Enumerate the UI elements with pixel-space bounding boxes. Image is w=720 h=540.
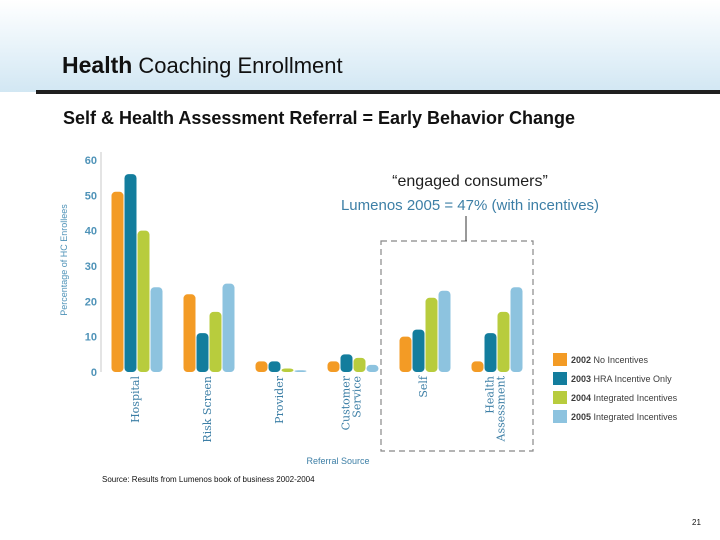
bar-2003-provider bbox=[268, 361, 281, 372]
y-tick-label: 30 bbox=[85, 261, 97, 273]
x-axis-label: Referral Source bbox=[306, 456, 369, 466]
bar-2004-health-assessment bbox=[497, 311, 510, 372]
bar-2003-hospital bbox=[124, 174, 137, 372]
title-divider bbox=[36, 90, 720, 94]
bar-2003-risk-screen bbox=[196, 333, 209, 372]
x-tick-label: Risk Screen bbox=[201, 376, 214, 443]
y-tick-label: 10 bbox=[85, 332, 97, 344]
legend-swatch-2003 bbox=[553, 372, 567, 385]
y-axis-label: Percentage of HC Enrollees bbox=[59, 204, 69, 316]
x-tick-label: Hospital bbox=[129, 376, 142, 423]
legend-swatch-2004 bbox=[553, 391, 567, 404]
legend-item-2005: 2005 Integrated Incentives bbox=[571, 412, 678, 422]
bar-2004-hospital bbox=[137, 230, 150, 372]
annotation-heading: “engaged consumers” bbox=[392, 173, 548, 190]
highlight-box bbox=[380, 240, 534, 452]
legend-item-2003: 2003 HRA Incentive Only bbox=[571, 374, 672, 384]
slide-title-bold: Health bbox=[62, 52, 133, 78]
bar-2002-provider bbox=[255, 361, 268, 372]
x-tick-label: Service bbox=[351, 376, 364, 418]
bar-2004-risk-screen bbox=[209, 311, 222, 372]
slide-title: Health Coaching Enrollment bbox=[62, 52, 343, 79]
y-tick-label: 0 bbox=[91, 367, 97, 379]
x-tick-label: Customer bbox=[340, 375, 353, 430]
bar-2002-health-assessment bbox=[471, 361, 484, 372]
bar-2005-risk-screen bbox=[222, 283, 235, 372]
bar-2005-provider bbox=[294, 370, 307, 372]
legend-item-2004: 2004 Integrated Incentives bbox=[571, 393, 678, 403]
bar-2003-customer-service bbox=[340, 354, 353, 372]
bar-2005-hospital bbox=[150, 287, 163, 372]
slide-subtitle: Self & Health Assessment Referral = Earl… bbox=[63, 108, 576, 128]
bar-2004-provider bbox=[281, 368, 294, 372]
slide-title-rest: Coaching Enrollment bbox=[138, 53, 343, 78]
header-band bbox=[0, 0, 720, 92]
bar-2002-hospital bbox=[111, 191, 124, 372]
x-tick-label: Provider bbox=[273, 375, 286, 424]
y-tick-label: 20 bbox=[85, 296, 97, 308]
bar-2002-customer-service bbox=[327, 361, 340, 372]
bar-2002-risk-screen bbox=[183, 294, 196, 372]
bar-2004-customer-service bbox=[353, 357, 366, 372]
annotation-text: Lumenos 2005 = 47% (with incentives) bbox=[341, 197, 599, 214]
bar-2003-health-assessment bbox=[484, 333, 497, 372]
legend-item-2002: 2002 No Incentives bbox=[571, 355, 649, 365]
legend-swatch-2002 bbox=[553, 353, 567, 366]
bar-2005-customer-service bbox=[366, 364, 379, 372]
bar-2005-health-assessment bbox=[510, 287, 523, 372]
x-tick-label: Self bbox=[417, 375, 430, 398]
y-tick-label: 50 bbox=[85, 190, 97, 202]
legend-swatch-2005 bbox=[553, 410, 567, 423]
y-tick-label: 60 bbox=[85, 155, 97, 167]
x-tick-label: Assessment bbox=[495, 375, 508, 442]
bar-2005-self bbox=[438, 290, 451, 372]
x-tick-label: Health bbox=[484, 376, 497, 414]
page-number: 21 bbox=[692, 518, 701, 527]
bar-2004-self bbox=[425, 297, 438, 372]
bar-2003-self bbox=[412, 329, 425, 372]
bar-2002-self bbox=[399, 336, 412, 372]
source-note: Source: Results from Lumenos book of bus… bbox=[102, 475, 315, 484]
y-tick-label: 40 bbox=[85, 226, 97, 238]
